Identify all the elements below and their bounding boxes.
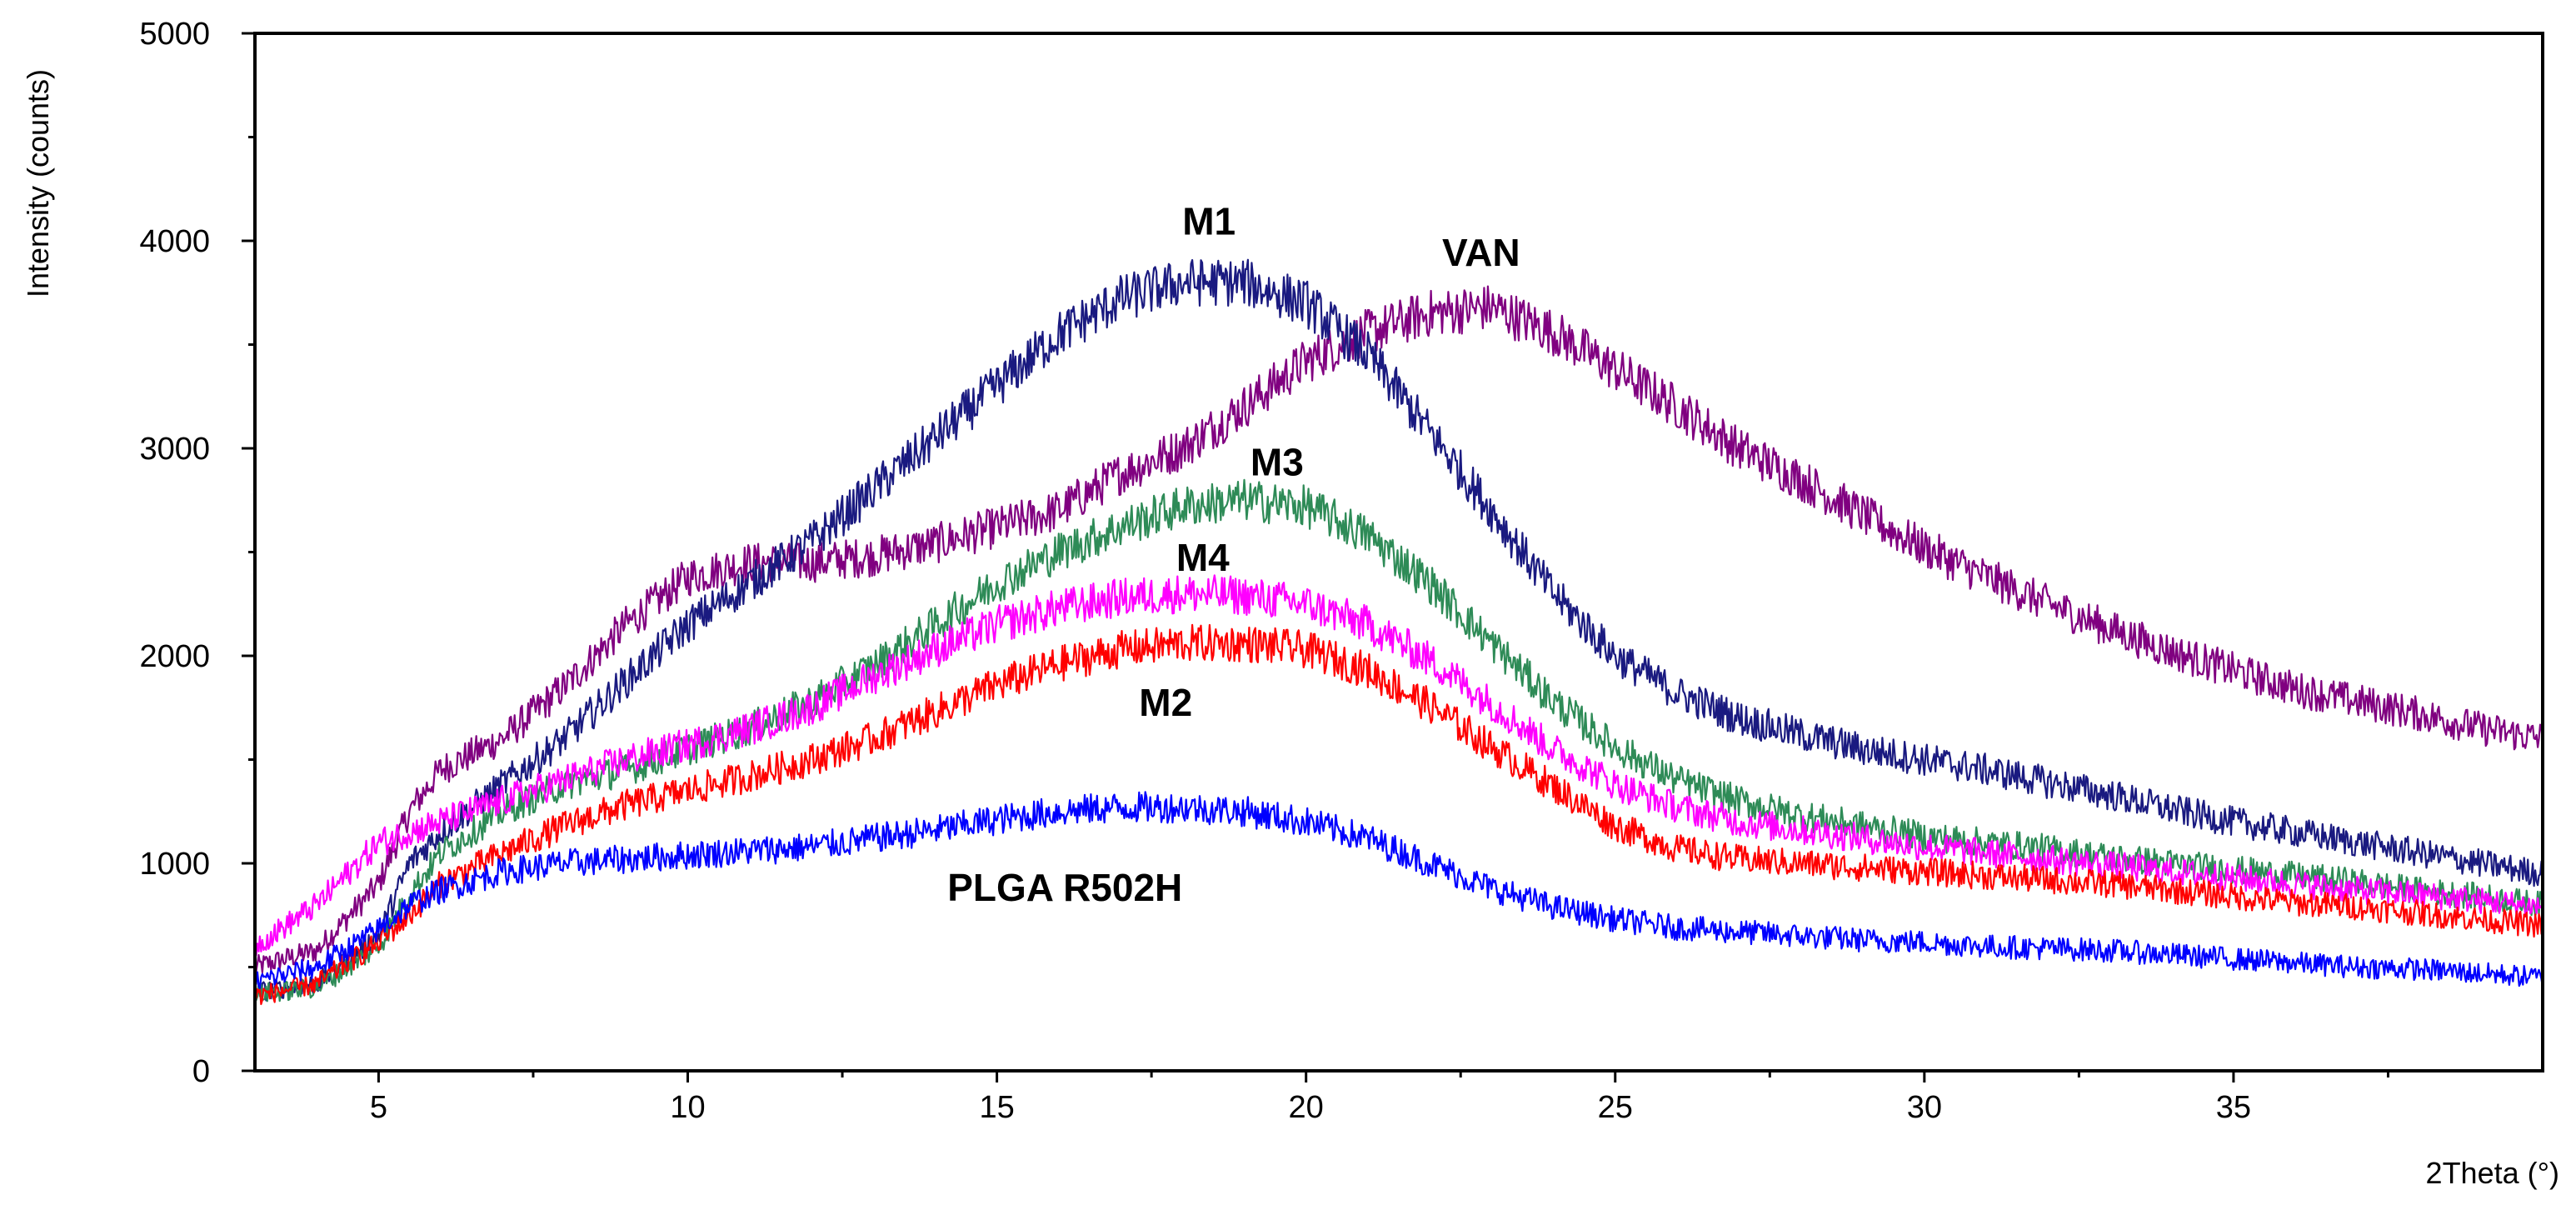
y-tick-label: 4000 bbox=[139, 224, 210, 259]
y-tick-label: 3000 bbox=[139, 432, 210, 467]
series-label-van: VAN bbox=[1442, 231, 1520, 274]
series-label-m1: M1 bbox=[1182, 200, 1236, 243]
series-layer bbox=[253, 258, 2544, 1006]
series-label-m2: M2 bbox=[1139, 681, 1192, 724]
y-axis-title: Intensity (counts) bbox=[21, 69, 55, 298]
series-label-plga-r502h: PLGA R502H bbox=[947, 866, 1182, 909]
x-tick-label: 20 bbox=[1289, 1090, 1324, 1125]
x-tick-label: 15 bbox=[979, 1090, 1014, 1125]
x-axis-title: 2Theta (°) bbox=[2426, 1156, 2559, 1190]
series-label-m3: M3 bbox=[1251, 440, 1304, 483]
y-tick-label: 1000 bbox=[139, 847, 210, 882]
series-line-m3 bbox=[253, 478, 2544, 1002]
x-tick-label: 35 bbox=[2216, 1090, 2251, 1125]
x-tick-label: 30 bbox=[1907, 1090, 1942, 1125]
labels-layer: VAN M1 M3 M4 M2 PLGA R502H bbox=[947, 200, 1520, 909]
x-tick-label: 10 bbox=[670, 1090, 705, 1125]
y-tick-label: 2000 bbox=[139, 639, 210, 674]
x-tick-label: 5 bbox=[370, 1090, 387, 1125]
series-line-m2 bbox=[254, 623, 2544, 1006]
y-tick-label: 5000 bbox=[139, 17, 210, 52]
series-line-m1 bbox=[253, 258, 2544, 1002]
y-tick-label: 0 bbox=[192, 1054, 210, 1089]
ticks-layer: 5 10 15 20 25 30 35 0 1000 2000 3000 4000 5000 bbox=[139, 17, 2389, 1125]
series-line-van bbox=[253, 285, 2544, 974]
series-line-plga-r502h bbox=[253, 791, 2544, 990]
series-label-m4: M4 bbox=[1176, 536, 1230, 579]
x-tick-label: 25 bbox=[1598, 1090, 1633, 1125]
